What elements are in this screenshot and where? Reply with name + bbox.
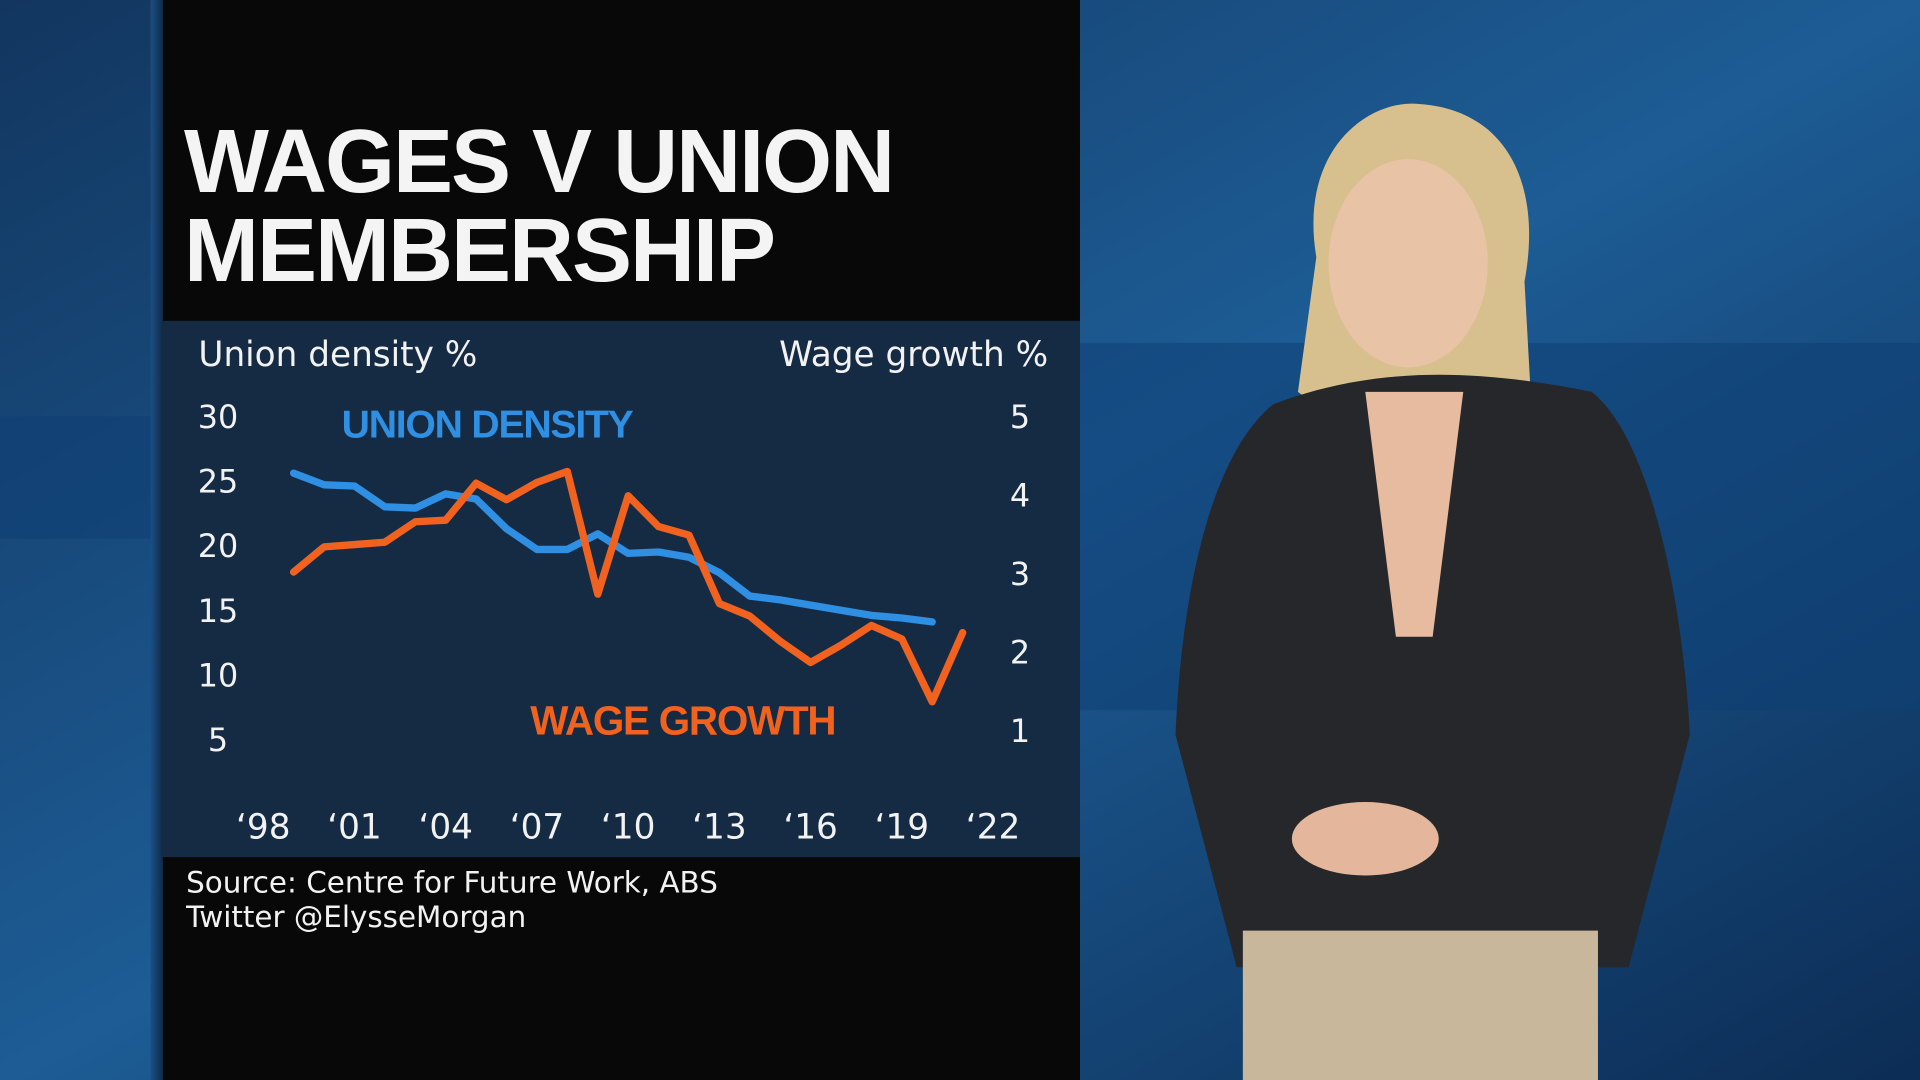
- x-tick-label: ‘04: [418, 807, 473, 847]
- x-tick-label: ‘19: [875, 807, 930, 847]
- y2-tick-label: 5: [1010, 398, 1030, 436]
- neck: [1365, 391, 1464, 637]
- face: [1328, 159, 1488, 368]
- series-line: [289, 467, 967, 706]
- y2-tick-label: 3: [1010, 555, 1030, 593]
- x-tick-label: ‘13: [692, 807, 747, 847]
- chart-area: [162, 320, 1080, 858]
- studio-screens-left: [0, 416, 163, 539]
- y-tick-label: 5: [208, 721, 228, 759]
- presenter: [1175, 103, 1690, 1080]
- y2-tick-label: 4: [1010, 476, 1030, 514]
- x-tick-label: ‘10: [601, 807, 656, 847]
- y-tick-label: 15: [198, 592, 239, 630]
- y-tick-label: 10: [198, 657, 239, 695]
- x-tick-label: ‘16: [783, 807, 838, 847]
- series-label: WAGE GROWTH: [530, 697, 835, 743]
- x-tick-label: ‘98: [236, 807, 291, 847]
- y-tick-label: 30: [198, 398, 239, 436]
- x-tick-label: ‘22: [966, 807, 1021, 847]
- y2-tick-label: 2: [1010, 634, 1030, 672]
- y-tick-label: 25: [198, 462, 239, 500]
- x-tick-label: ‘07: [510, 807, 565, 847]
- source: Source: Centre for Future Work, ABS: [186, 866, 718, 900]
- y-tick-label: 20: [198, 527, 239, 565]
- hands: [1291, 802, 1439, 876]
- series-label: UNION DENSITY: [342, 404, 634, 447]
- y2-tick-label: 1: [1010, 712, 1030, 750]
- x-tick-label: ‘01: [327, 807, 382, 847]
- y2-axis-label: Wage growth %: [779, 335, 1048, 375]
- chart-title: WAGES V UNION MEMBERSHIP: [184, 112, 895, 301]
- y-axis-label: Union density %: [198, 335, 477, 375]
- skirt: [1242, 930, 1598, 1080]
- credit: Twitter @ElysseMorgan: [185, 900, 526, 934]
